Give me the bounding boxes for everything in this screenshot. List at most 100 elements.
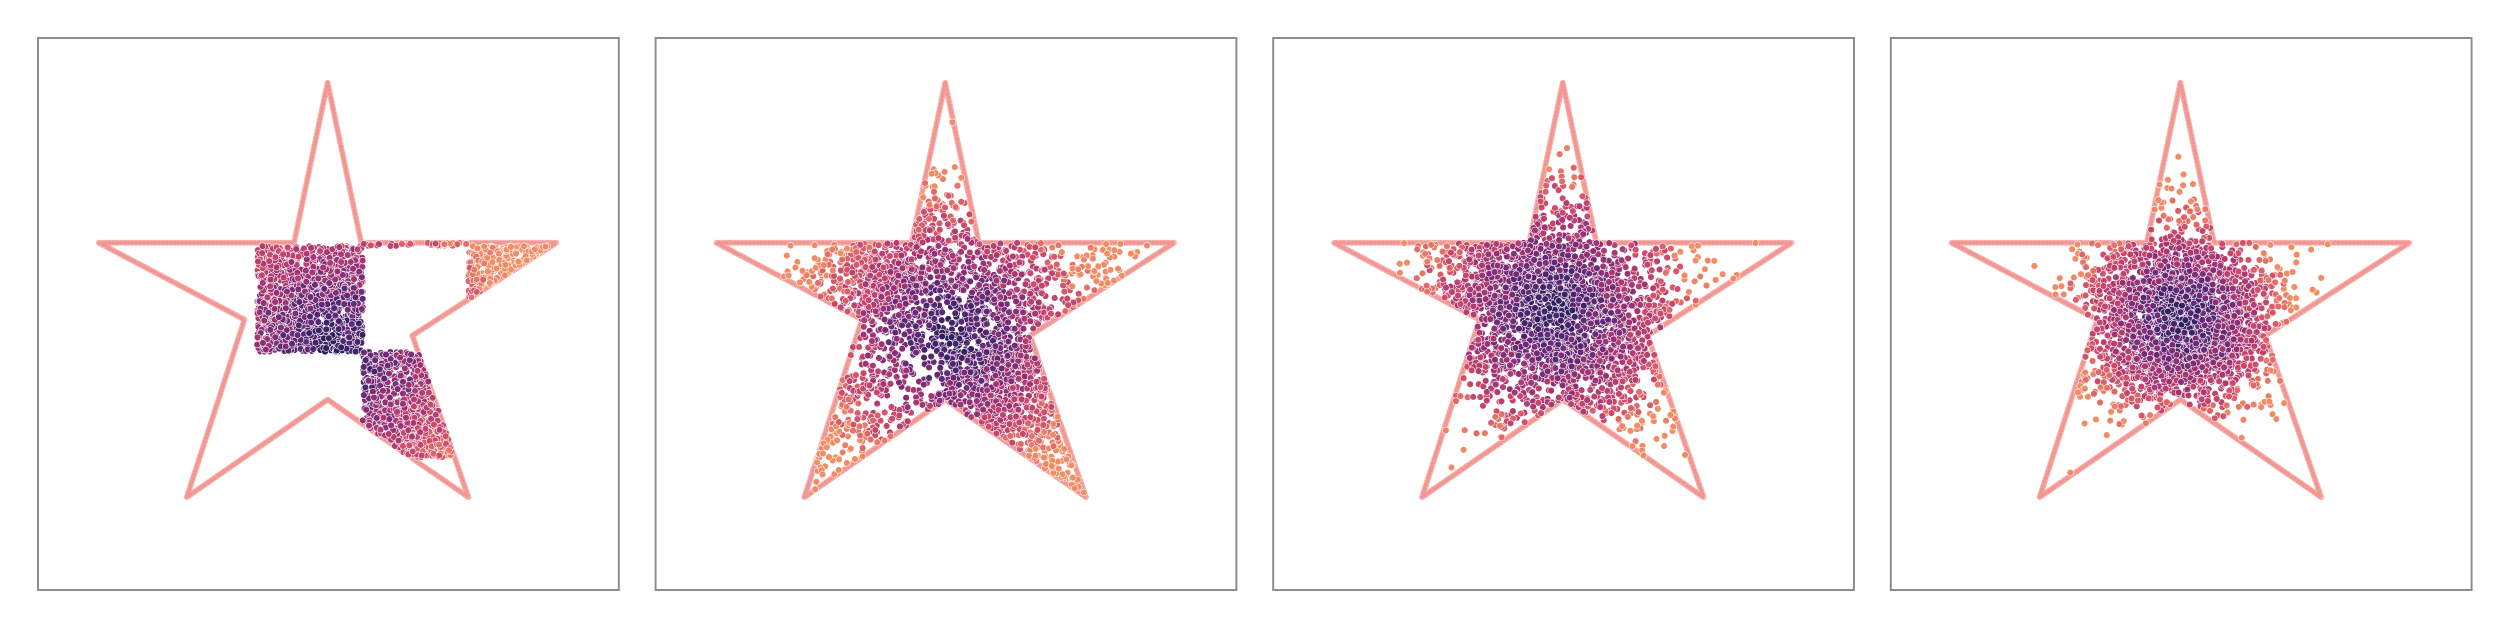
point bbox=[279, 273, 288, 282]
point bbox=[962, 384, 971, 392]
point bbox=[396, 353, 404, 362]
point bbox=[531, 245, 539, 254]
point bbox=[854, 409, 862, 417]
point bbox=[259, 279, 267, 287]
point bbox=[345, 333, 353, 342]
point bbox=[473, 244, 482, 253]
point bbox=[306, 312, 314, 321]
point bbox=[279, 250, 287, 258]
point bbox=[360, 348, 368, 357]
point bbox=[360, 363, 368, 371]
point bbox=[1029, 324, 1037, 333]
point bbox=[272, 289, 281, 297]
point bbox=[495, 249, 503, 258]
point bbox=[912, 322, 920, 330]
point bbox=[1030, 280, 1038, 288]
point bbox=[253, 333, 262, 342]
point bbox=[480, 259, 488, 268]
point bbox=[928, 170, 936, 178]
point bbox=[913, 243, 921, 251]
point bbox=[1000, 276, 1008, 285]
point bbox=[951, 163, 959, 171]
point bbox=[1103, 279, 1112, 287]
point bbox=[1039, 421, 1047, 429]
point bbox=[309, 345, 317, 353]
point bbox=[258, 271, 266, 279]
point bbox=[880, 437, 889, 445]
point bbox=[920, 208, 928, 216]
point bbox=[898, 345, 906, 353]
point bbox=[332, 289, 340, 297]
point bbox=[293, 331, 302, 339]
point bbox=[416, 428, 424, 436]
point bbox=[925, 201, 934, 209]
point bbox=[938, 316, 946, 324]
point bbox=[811, 264, 820, 272]
point bbox=[1086, 244, 1095, 252]
point bbox=[1035, 437, 1043, 445]
point bbox=[845, 395, 853, 404]
point bbox=[855, 343, 863, 351]
point bbox=[1089, 254, 1097, 263]
point bbox=[816, 292, 825, 301]
point bbox=[1041, 266, 1049, 274]
point bbox=[975, 240, 984, 248]
point bbox=[350, 275, 358, 283]
point bbox=[271, 298, 279, 306]
point bbox=[1005, 308, 1013, 316]
point bbox=[926, 402, 934, 410]
point bbox=[258, 249, 266, 257]
point bbox=[266, 282, 274, 290]
point bbox=[1049, 431, 1057, 439]
point bbox=[1038, 289, 1046, 298]
point bbox=[358, 256, 367, 265]
point bbox=[266, 275, 275, 284]
point bbox=[279, 331, 287, 339]
point bbox=[886, 432, 895, 440]
point bbox=[302, 250, 311, 258]
point bbox=[1090, 286, 1099, 294]
point bbox=[357, 288, 366, 296]
point bbox=[1009, 252, 1017, 261]
point bbox=[275, 313, 283, 321]
point bbox=[920, 311, 929, 319]
point bbox=[292, 245, 300, 253]
point bbox=[914, 226, 923, 234]
point bbox=[897, 251, 905, 260]
point bbox=[331, 311, 339, 320]
point bbox=[486, 249, 494, 257]
point bbox=[947, 276, 955, 285]
point bbox=[479, 276, 487, 284]
point bbox=[522, 256, 531, 265]
point bbox=[884, 295, 893, 303]
point bbox=[380, 374, 388, 383]
point bbox=[486, 279, 494, 287]
point bbox=[849, 426, 857, 435]
point bbox=[272, 263, 281, 271]
point bbox=[940, 212, 948, 220]
point bbox=[964, 258, 973, 266]
point bbox=[410, 402, 418, 411]
point bbox=[843, 245, 851, 253]
point bbox=[371, 356, 379, 364]
point bbox=[1023, 361, 1032, 369]
point bbox=[888, 415, 896, 423]
point bbox=[895, 411, 903, 420]
point bbox=[931, 340, 940, 348]
point bbox=[842, 403, 851, 411]
point bbox=[966, 398, 974, 406]
panel bbox=[654, 37, 1238, 591]
point bbox=[512, 249, 520, 258]
point bbox=[322, 318, 331, 327]
point bbox=[951, 203, 960, 211]
point bbox=[1114, 265, 1122, 273]
point bbox=[943, 298, 951, 306]
point bbox=[783, 251, 791, 260]
point bbox=[294, 253, 303, 261]
point bbox=[501, 261, 510, 269]
point bbox=[982, 348, 991, 356]
point bbox=[798, 267, 807, 275]
point bbox=[883, 239, 892, 248]
point bbox=[307, 318, 315, 327]
point bbox=[886, 380, 895, 388]
